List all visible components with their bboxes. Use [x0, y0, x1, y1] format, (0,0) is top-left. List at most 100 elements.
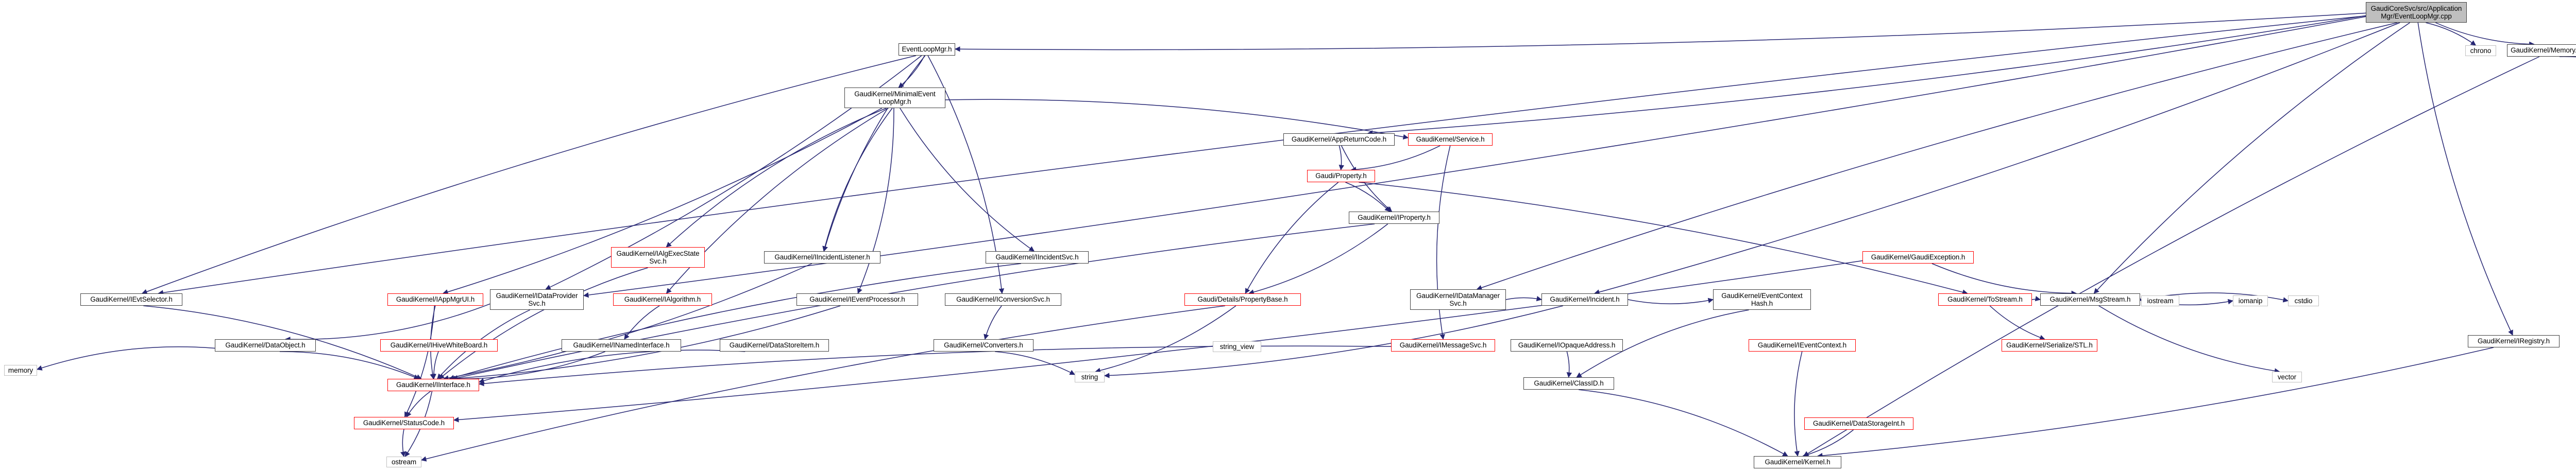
graph-node-kernel-h[interactable]: GaudiKernel/Kernel.h [1754, 456, 1841, 468]
graph-edge [954, 12, 2366, 52]
graph-node-idatamanager-h[interactable]: GaudiKernel/IDataManager Svc.h [1410, 289, 1506, 310]
graph-edge [285, 303, 490, 342]
graph-edge [1505, 296, 1543, 302]
graph-edge [1628, 298, 1714, 304]
graph-node-tostream-h[interactable]: GaudiKernel/ToStream.h [1938, 293, 2032, 306]
graph-node-cstdio[interactable]: cstdio [2288, 295, 2319, 306]
graph-node-ostream[interactable]: ostream [386, 457, 421, 467]
graph-node-ieventprocessor-h[interactable]: GaudiKernel/IEventProcessor.h [796, 293, 918, 306]
graph-node-iconversionsvc-h[interactable]: GaudiKernel/IConversionSvc.h [945, 293, 1061, 306]
graph-edge [1566, 351, 1572, 378]
graph-edge [449, 263, 1021, 380]
graph-node-property-h[interactable]: Gaudi/Property.h [1307, 170, 1375, 182]
graph-node-imessagesvc-h[interactable]: GaudiKernel/IMessageSvc.h [1391, 339, 1495, 352]
graph-node-propertybase-h[interactable]: Gaudi/Details/PropertyBase.h [1184, 293, 1301, 306]
graph-node-ialgexecstate-h[interactable]: GaudiKernel/IAlgExecState Svc.h [611, 247, 705, 268]
graph-node-iproperty-h[interactable]: GaudiKernel/IProperty.h [1349, 212, 1439, 224]
graph-node-incident-h[interactable]: GaudiKernel/Incident.h [1541, 293, 1628, 306]
graph-edge [1345, 182, 1391, 212]
graph-node-iostream[interactable]: iostream [2141, 295, 2179, 306]
graph-edge [449, 351, 605, 382]
graph-node-iincidentsvc-h[interactable]: GaudiKernel/IIncidentSvc.h [986, 251, 1089, 264]
graph-edge [1579, 389, 1788, 457]
graph-edge [420, 305, 1226, 462]
graph-edge [1245, 182, 1339, 294]
graph-node-idataprovider-h[interactable]: GaudiKernel/IDataProvider Svc.h [490, 289, 584, 310]
graph-edge [1359, 182, 1968, 295]
graph-edge [1594, 22, 2400, 295]
graph-node-converters-h[interactable]: GaudiKernel/Converters.h [934, 339, 1033, 352]
graph-edge [1817, 347, 2494, 459]
graph-edge [857, 108, 894, 294]
graph-node-iinterface-h[interactable]: GaudiKernel/IInterface.h [387, 379, 479, 391]
graph-node-string[interactable]: string [1075, 372, 1105, 382]
graph-edge [945, 99, 1409, 140]
graph-node-msgstream-h[interactable]: GaudiKernel/MsgStream.h [2040, 293, 2140, 306]
graph-edge [822, 55, 926, 252]
graph-node-iappmgrui-h[interactable]: GaudiKernel/IAppMgrUI.h [387, 293, 483, 306]
graph-node-iincidentlistener-h[interactable]: GaudiKernel/IIncidentListener.h [764, 251, 880, 264]
graph-edge [406, 391, 431, 417]
graph-edge [1367, 15, 2366, 136]
graph-edge [1794, 351, 1803, 457]
graph-edge [2559, 56, 2576, 58]
graph-node-ihivewhiteboard-h[interactable]: GaudiKernel/IHiveWhiteBoard.h [380, 339, 498, 352]
graph-node-statuscode-h[interactable]: GaudiKernel/StatusCode.h [354, 417, 454, 429]
graph-node-datastoreitem-h[interactable]: GaudiKernel/DataStoreItem.h [720, 339, 829, 352]
graph-edge [37, 346, 215, 371]
graph-node-memory-h[interactable]: GaudiKernel/Memory.h [2507, 44, 2576, 57]
graph-edge [1476, 22, 2398, 290]
graph-edge [400, 429, 406, 458]
graph-edge [438, 267, 648, 379]
graph-edge [443, 263, 812, 381]
graph-node-chrono[interactable]: chrono [2465, 45, 2496, 56]
graph-edge [1248, 223, 1388, 295]
graph-node-serializer-h[interactable]: GaudiKernel/Serialize/STL.h [2002, 339, 2097, 352]
graph-node-eventloopmgr-h[interactable]: EventLoopMgr.h [899, 43, 955, 56]
graph-edge [1095, 305, 1236, 373]
graph-node-memory[interactable]: memory [4, 365, 37, 376]
graph-node-appreturncode-h[interactable]: GaudiKernel/AppReturnCode.h [1283, 133, 1395, 146]
graph-edge [431, 351, 439, 380]
graph-node-service-h[interactable]: GaudiKernel/Service.h [1408, 133, 1493, 146]
graph-node-iregistry-h[interactable]: GaudiKernel/IRegistry.h [2468, 335, 2560, 347]
graph-edge [900, 108, 1035, 252]
graph-node-inamedinterface-h[interactable]: GaudiKernel/INamedInterface.h [562, 339, 681, 352]
graph-edge [279, 351, 420, 380]
graph-edge [898, 55, 925, 88]
graph-edge [1931, 263, 2077, 296]
graph-edge [158, 15, 2366, 295]
graph-edge [624, 305, 660, 340]
graph-edge [2031, 296, 2041, 302]
graph-edge [2098, 305, 2280, 374]
graph-edge [2435, 22, 2535, 47]
graph-edge [1802, 429, 1854, 458]
graph-node-vector[interactable]: vector [2272, 372, 2302, 382]
graph-edge [404, 305, 435, 417]
graph-edge [984, 305, 1002, 340]
graph-node-gaudiexception-h[interactable]: GaudiKernel/GaudiException.h [1862, 251, 1974, 264]
graph-node-root: GaudiCoreSvc/src/Application Mgr/EventLo… [2366, 2, 2467, 23]
graph-node-string-view[interactable]: string_view [1213, 341, 1261, 352]
graph-node-ialgcontextsvc-h[interactable]: GaudiKernel/IEventContext.h [1749, 339, 1856, 352]
graph-edge [2093, 22, 2410, 294]
graph-node-eventcontexthash-h[interactable]: GaudiKernel/EventContext Hash.h [1713, 289, 1811, 310]
graph-edge [1350, 145, 1440, 172]
graph-node-iopaqueaddress-h[interactable]: GaudiKernel/IOpaqueAddress.h [1511, 339, 1623, 352]
graph-edge [995, 351, 1075, 375]
graph-node-datastorage-h[interactable]: GaudiKernel/DataStorageInt.h [1804, 417, 1913, 430]
graph-node-ievtselector-h[interactable]: GaudiKernel/IEvtSelector.h [80, 293, 182, 306]
graph-edge [478, 349, 745, 383]
graph-node-dataobject-h[interactable]: GaudiKernel/DataObject.h [215, 339, 316, 352]
graph-edge [2417, 22, 2513, 336]
graph-node-minimaleventloop-h[interactable]: GaudiKernel/MinimalEvent LoopMgr.h [844, 88, 945, 108]
graph-node-iomanip[interactable]: iomanip [2233, 295, 2268, 306]
graph-node-classid-h[interactable]: GaudiKernel/ClassID.h [1523, 377, 1614, 390]
graph-edge [1989, 305, 2045, 340]
graph-edge [666, 108, 887, 248]
graph-edge [822, 108, 893, 252]
graph-edge [1436, 145, 1451, 340]
graph-node-ialgorithm-h[interactable]: GaudiKernel/IAlgorithm.h [613, 293, 712, 306]
